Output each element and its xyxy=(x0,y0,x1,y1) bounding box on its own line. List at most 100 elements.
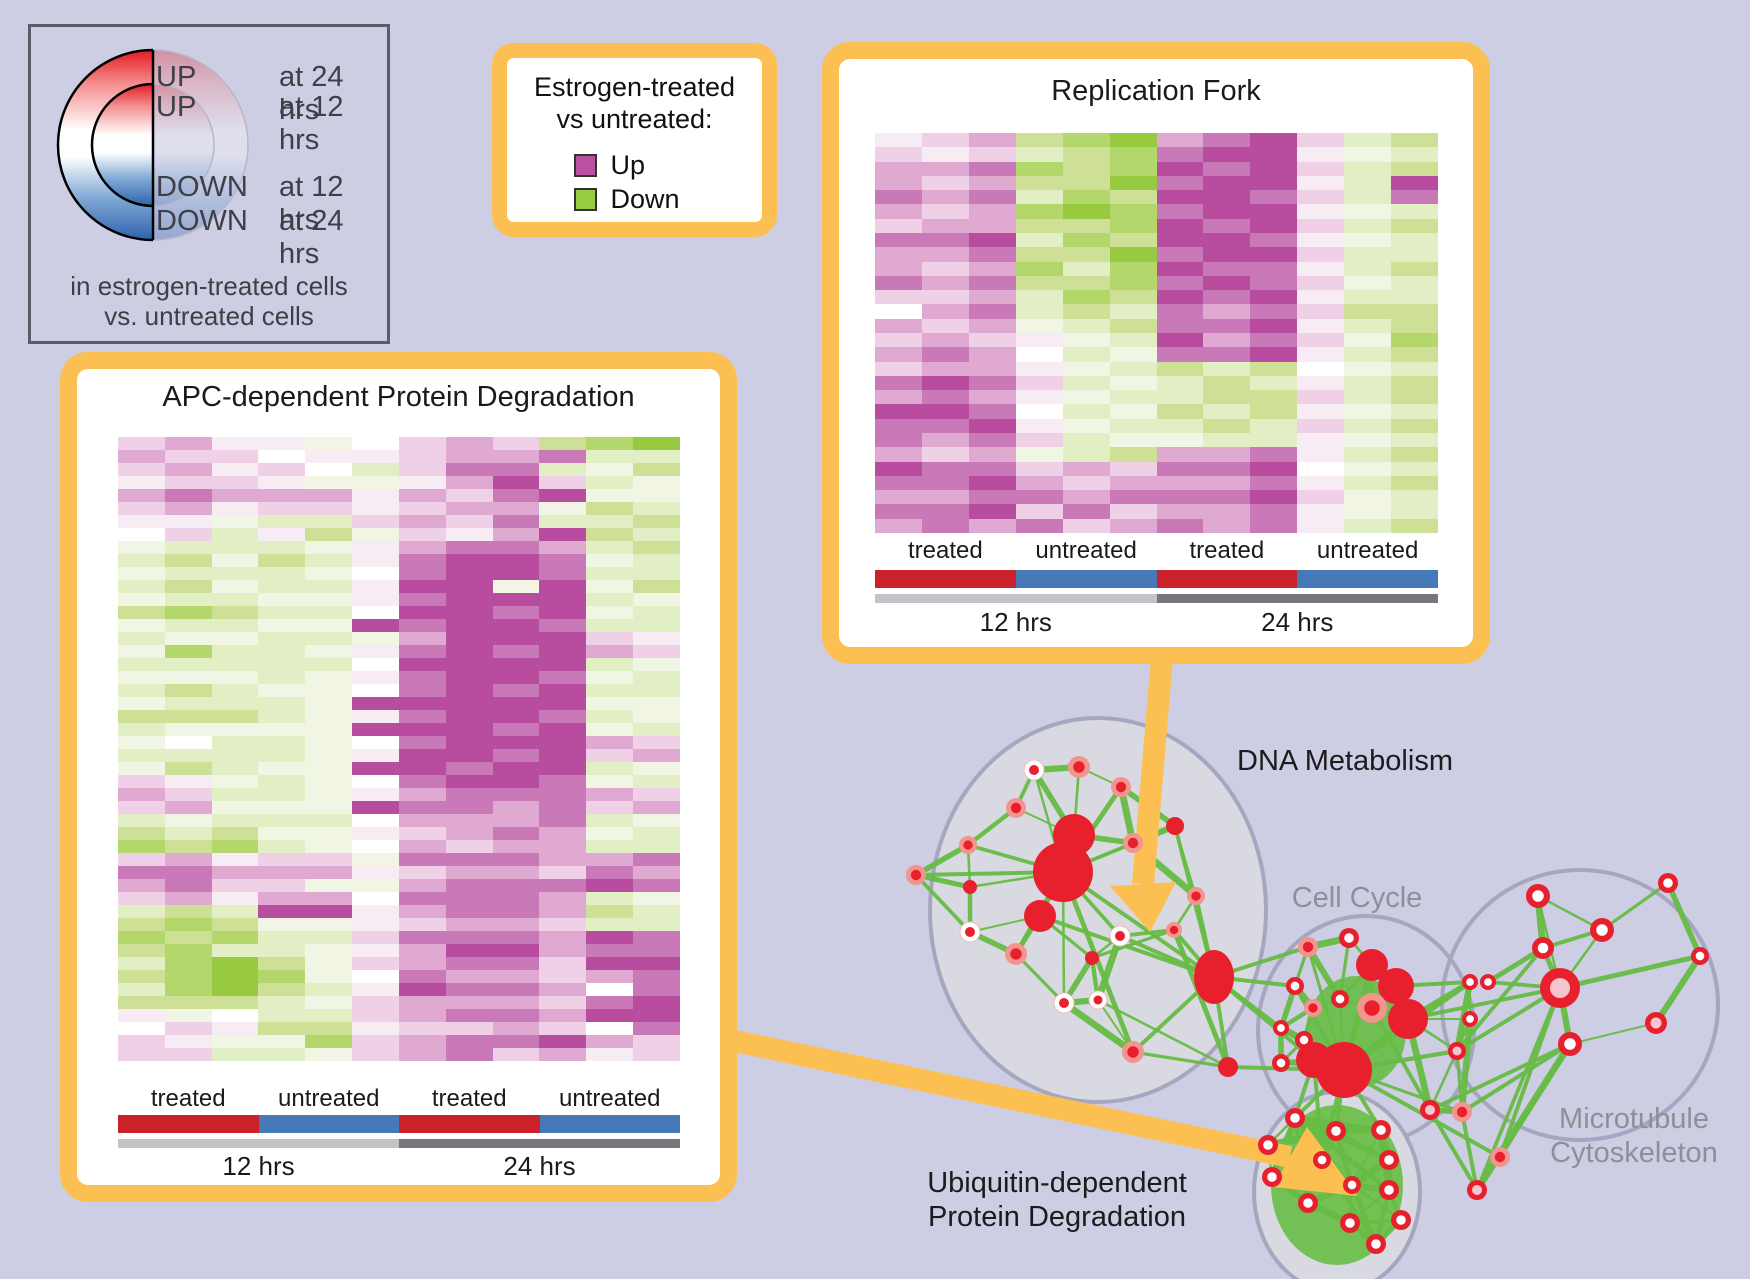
gene-node-core xyxy=(1127,837,1139,849)
heatmap-cell xyxy=(164,463,212,476)
heatmap-cell xyxy=(492,606,540,619)
heatmap-cell xyxy=(539,775,587,788)
gene-node-core xyxy=(1456,1106,1468,1118)
heatmap-cell xyxy=(1297,432,1345,448)
heatmap-cell xyxy=(305,762,353,775)
heatmap-cell xyxy=(1109,404,1157,419)
group-label: untreated xyxy=(559,1085,661,1112)
heatmap-cell xyxy=(633,749,680,762)
heatmap-cell xyxy=(1062,232,1110,248)
legend-up-12: UP xyxy=(156,91,197,123)
heatmap-cell xyxy=(492,645,540,658)
heatmap-cell xyxy=(1297,204,1345,219)
heatmap-cell xyxy=(258,463,306,476)
heatmap-cell xyxy=(445,489,493,502)
heatmap-cell xyxy=(1015,390,1063,405)
heatmap-cell xyxy=(1344,275,1392,291)
heatmap-cell xyxy=(1015,218,1063,233)
heatmap-cell xyxy=(539,957,587,970)
heatmap-cell xyxy=(352,645,399,658)
concentric-circle-diagram xyxy=(56,48,249,242)
heatmap-cell xyxy=(211,697,259,710)
heatmap-cell xyxy=(118,957,165,970)
heatmap-cell xyxy=(398,749,446,762)
heatmap-cell xyxy=(492,827,540,840)
heatmap-cell xyxy=(445,515,493,528)
heatmap-cell xyxy=(164,515,212,528)
untreated-bar-segment xyxy=(539,1115,680,1133)
heatmap-cell xyxy=(352,892,399,905)
heatmap-cell xyxy=(1109,218,1157,233)
heatmap-cell xyxy=(1109,332,1157,348)
heatmap-cell xyxy=(1391,447,1438,462)
heatmap-cell xyxy=(164,619,212,632)
heatmap-cell xyxy=(164,476,212,489)
heatmap-cell xyxy=(1109,175,1157,191)
heatmap-cell xyxy=(305,554,353,567)
heatmap-cell xyxy=(305,814,353,827)
heatmap-cell xyxy=(1203,404,1251,419)
heatmap-cell xyxy=(1015,275,1063,291)
heatmap-cell xyxy=(492,866,540,879)
heatmap-cell xyxy=(398,736,446,749)
heatmap-cell xyxy=(445,840,493,853)
heatmap-cell xyxy=(1156,375,1204,391)
heatmap-cell xyxy=(586,944,634,957)
heatmap-cell xyxy=(164,541,212,554)
heatmap-cell xyxy=(586,580,634,593)
heatmap-cell xyxy=(258,450,306,463)
heatmap-cell xyxy=(968,432,1016,448)
heatmap-cell xyxy=(492,905,540,918)
heatmap-cell xyxy=(1203,461,1251,476)
heatmap-cell xyxy=(352,762,399,775)
heatmap-cell xyxy=(1297,147,1345,162)
heatmap-cell xyxy=(352,723,399,736)
heatmap-cell xyxy=(211,1022,259,1035)
heatmap-cell xyxy=(211,996,259,1009)
heatmap-cell xyxy=(164,684,212,697)
heatmap-cell xyxy=(258,736,306,749)
heatmap-cell xyxy=(258,554,306,567)
gene-node-donut-center xyxy=(1345,1218,1355,1228)
heatmap-cell xyxy=(305,515,353,528)
heatmap-cell xyxy=(1015,504,1063,519)
heatmap-cell xyxy=(586,931,634,944)
heatmap-cell xyxy=(211,723,259,736)
heatmap-cell xyxy=(1109,361,1157,376)
heatmap-cell xyxy=(164,762,212,775)
heatmap-cell xyxy=(445,918,493,931)
heatmap-cell xyxy=(118,593,165,606)
heatmap-cell xyxy=(1156,161,1204,176)
heatmap-cell xyxy=(118,437,165,450)
heatmap-cell xyxy=(352,970,399,983)
heatmap-cell xyxy=(211,788,259,801)
heatmap-cell xyxy=(164,1048,212,1061)
heatmap-cell xyxy=(1297,332,1345,348)
heatmap-cell xyxy=(1391,361,1438,376)
heatmap-cell xyxy=(258,489,306,502)
legend-down-12-time: at 12 hrs xyxy=(279,171,344,236)
heatmap-cell xyxy=(539,710,587,723)
heatmap-cell xyxy=(211,671,259,684)
heatmap-cell xyxy=(586,697,634,710)
heatmap-cell xyxy=(164,931,212,944)
heatmap-cell xyxy=(211,983,259,996)
heatmap-cell xyxy=(211,931,259,944)
heatmap-cell xyxy=(633,502,680,515)
heatmap-cell xyxy=(352,931,399,944)
heatmap-cell xyxy=(352,1035,399,1048)
heatmap-cell xyxy=(211,437,259,450)
heatmap-cell xyxy=(1203,304,1251,319)
replication-fork-panel: Replication Fork treated untreated treated… xyxy=(822,42,1490,664)
heatmap-cell xyxy=(305,918,353,931)
heatmap-cell xyxy=(492,762,540,775)
network-edge xyxy=(1428,1042,1572,1112)
heatmap-cell xyxy=(633,957,680,970)
heatmap-cell xyxy=(539,723,587,736)
heatmap-cell xyxy=(164,775,212,788)
heatmap-cell xyxy=(921,361,969,376)
heatmap-cell xyxy=(258,632,306,645)
heatmap-cell xyxy=(586,801,634,814)
heatmap-cell xyxy=(921,447,969,462)
